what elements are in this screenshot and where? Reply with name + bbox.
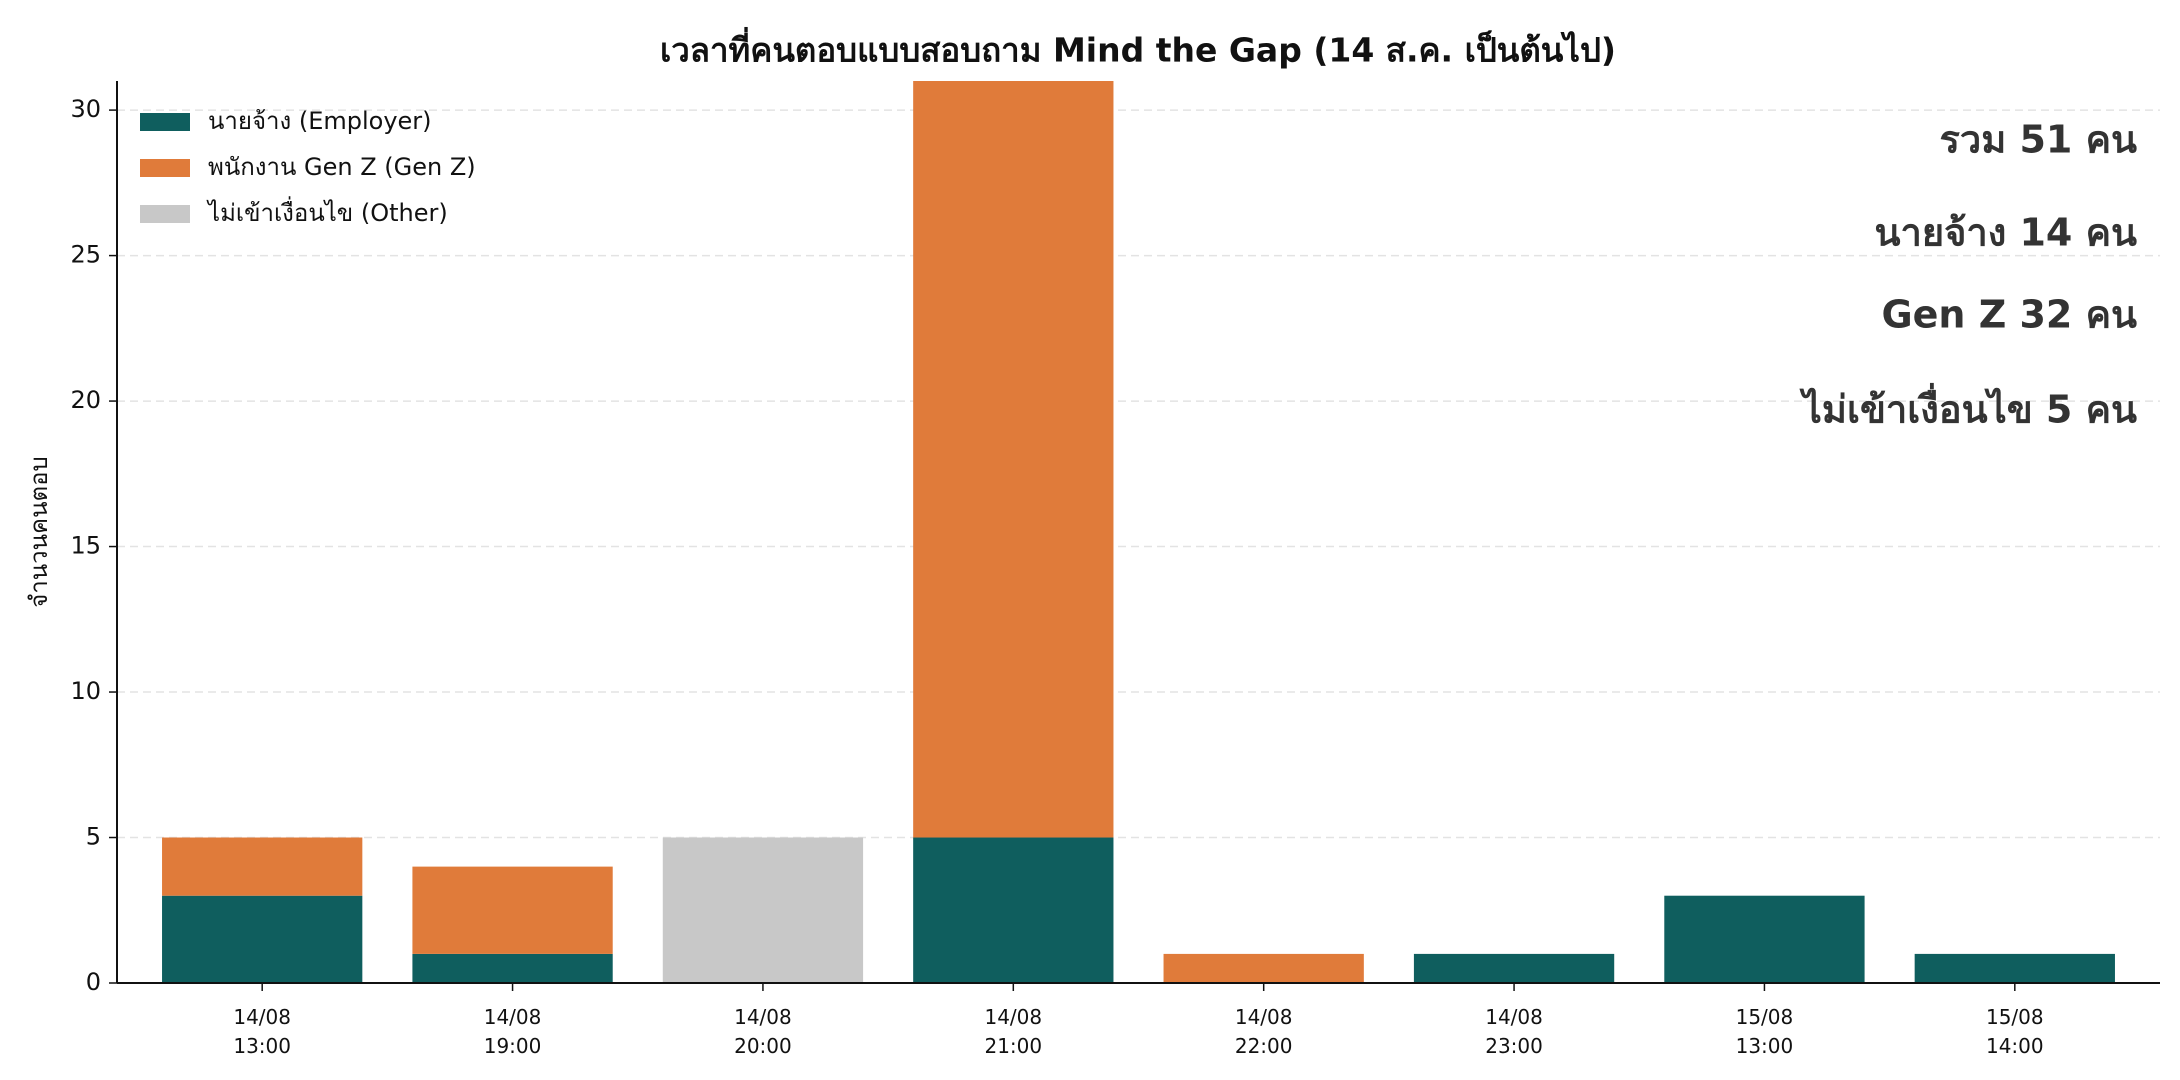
legend-label: ไม่เข้าเงื่อนไข (Other) <box>206 196 448 227</box>
bar-segment <box>913 81 1114 838</box>
x-tick-label: 14/08 22:00 <box>1234 1005 1293 1058</box>
y-tick-label: 10 <box>70 677 101 705</box>
plot-area <box>162 81 2115 983</box>
x-tick-label: 14/08 19:00 <box>483 1005 542 1058</box>
annotation: Gen Z 32 คน <box>1881 293 2137 337</box>
bar-segment <box>913 837 1114 983</box>
y-tick-label: 25 <box>70 241 101 269</box>
legend-swatch <box>140 113 190 131</box>
chart-title: เวลาที่คนตอบแบบสอบถาม Mind the Gap (14 ส… <box>660 27 1616 70</box>
annotation: ไม่เข้าเงื่อนไข 5 คน <box>1799 383 2137 432</box>
x-tick-label: 15/08 13:00 <box>1735 1005 1794 1058</box>
bar-segment <box>412 953 613 983</box>
annotation: นายจ้าง 14 คน <box>1875 211 2137 255</box>
bar-segment <box>1664 895 1865 983</box>
legend-swatch <box>140 159 190 177</box>
y-tick-label: 0 <box>86 968 101 996</box>
x-tick-label: 14/08 23:00 <box>1485 1005 1543 1058</box>
legend-label: นายจ้าง (Employer) <box>208 107 432 135</box>
bar-segment <box>1413 953 1615 983</box>
bar-segment <box>412 866 613 954</box>
y-tick-label: 5 <box>86 823 101 851</box>
bar-segment <box>1163 953 1364 983</box>
legend-swatch <box>140 205 190 223</box>
x-tick-label: 14/08 13:00 <box>233 1005 291 1058</box>
bar-segment <box>662 837 864 983</box>
y-tick-label: 15 <box>70 532 101 560</box>
y-axis-label: จำนวนคนตอบ <box>25 456 53 608</box>
legend-label: พนักงาน Gen Z (Gen Z) <box>208 153 476 181</box>
y-tick-label: 30 <box>70 95 101 123</box>
bar-segment <box>162 837 363 896</box>
x-tick-label: 14/08 21:00 <box>984 1005 1043 1058</box>
x-tick-label: 14/08 20:00 <box>734 1005 792 1058</box>
x-tick-label: 15/08 14:00 <box>1985 1005 2044 1058</box>
y-tick-label: 20 <box>70 386 101 414</box>
bar-segment <box>1914 953 2115 983</box>
bar-segment <box>162 895 363 983</box>
annotation: รวม 51 คน <box>1939 118 2137 162</box>
